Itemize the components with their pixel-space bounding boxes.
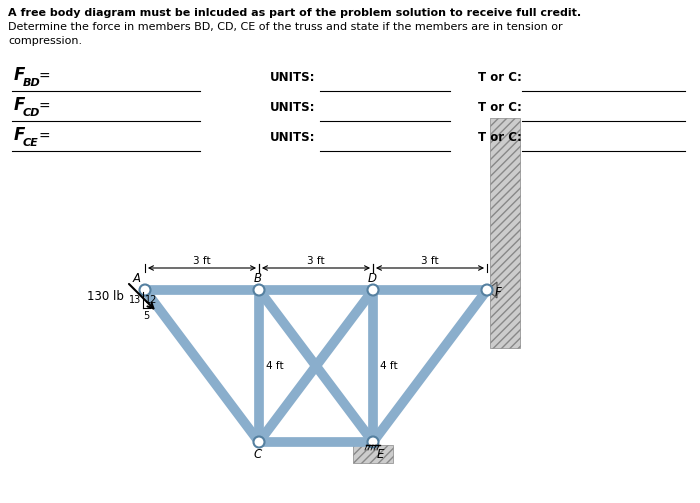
Text: T or C:: T or C:	[478, 131, 522, 144]
Text: F: F	[495, 286, 502, 298]
Text: 5: 5	[144, 311, 150, 321]
Text: UNITS:: UNITS:	[270, 101, 316, 114]
Text: CE: CE	[23, 138, 38, 148]
Text: 130 lb: 130 lb	[87, 291, 124, 303]
Circle shape	[368, 285, 379, 295]
Text: =: =	[38, 100, 50, 114]
Text: T or C:: T or C:	[478, 71, 522, 84]
Text: E: E	[377, 448, 384, 461]
Text: Determine the force in members BD, CD, CE of the truss and state if the members : Determine the force in members BD, CD, C…	[8, 22, 563, 32]
Text: UNITS:: UNITS:	[270, 131, 316, 144]
Text: 13: 13	[129, 295, 141, 305]
Circle shape	[482, 285, 493, 295]
Text: 3 ft: 3 ft	[421, 256, 439, 266]
Text: BD: BD	[23, 78, 41, 88]
Text: =: =	[38, 70, 50, 84]
Text: 4 ft: 4 ft	[380, 361, 398, 371]
Bar	[490, 118, 520, 348]
Text: F: F	[14, 96, 25, 114]
Circle shape	[253, 437, 265, 448]
Text: F: F	[14, 126, 25, 144]
Text: A: A	[133, 272, 141, 285]
Text: UNITS:: UNITS:	[270, 71, 316, 84]
Text: F: F	[14, 66, 25, 84]
Text: A free body diagram must be inlcuded as part of the problem solution to receive : A free body diagram must be inlcuded as …	[8, 8, 581, 18]
Circle shape	[253, 285, 265, 295]
Text: compression.: compression.	[8, 36, 82, 46]
Circle shape	[368, 437, 379, 448]
Polygon shape	[487, 282, 497, 298]
Text: B: B	[254, 272, 262, 285]
Circle shape	[139, 285, 150, 295]
Text: 4 ft: 4 ft	[266, 361, 284, 371]
Text: 3 ft: 3 ft	[307, 256, 325, 266]
Text: 12: 12	[145, 295, 158, 305]
Text: =: =	[38, 130, 50, 144]
Text: 3 ft: 3 ft	[193, 256, 211, 266]
Text: T or C:: T or C:	[478, 101, 522, 114]
Text: D: D	[368, 272, 377, 285]
Text: CD: CD	[23, 108, 41, 118]
Text: C: C	[254, 448, 262, 461]
Bar	[353, 445, 393, 463]
